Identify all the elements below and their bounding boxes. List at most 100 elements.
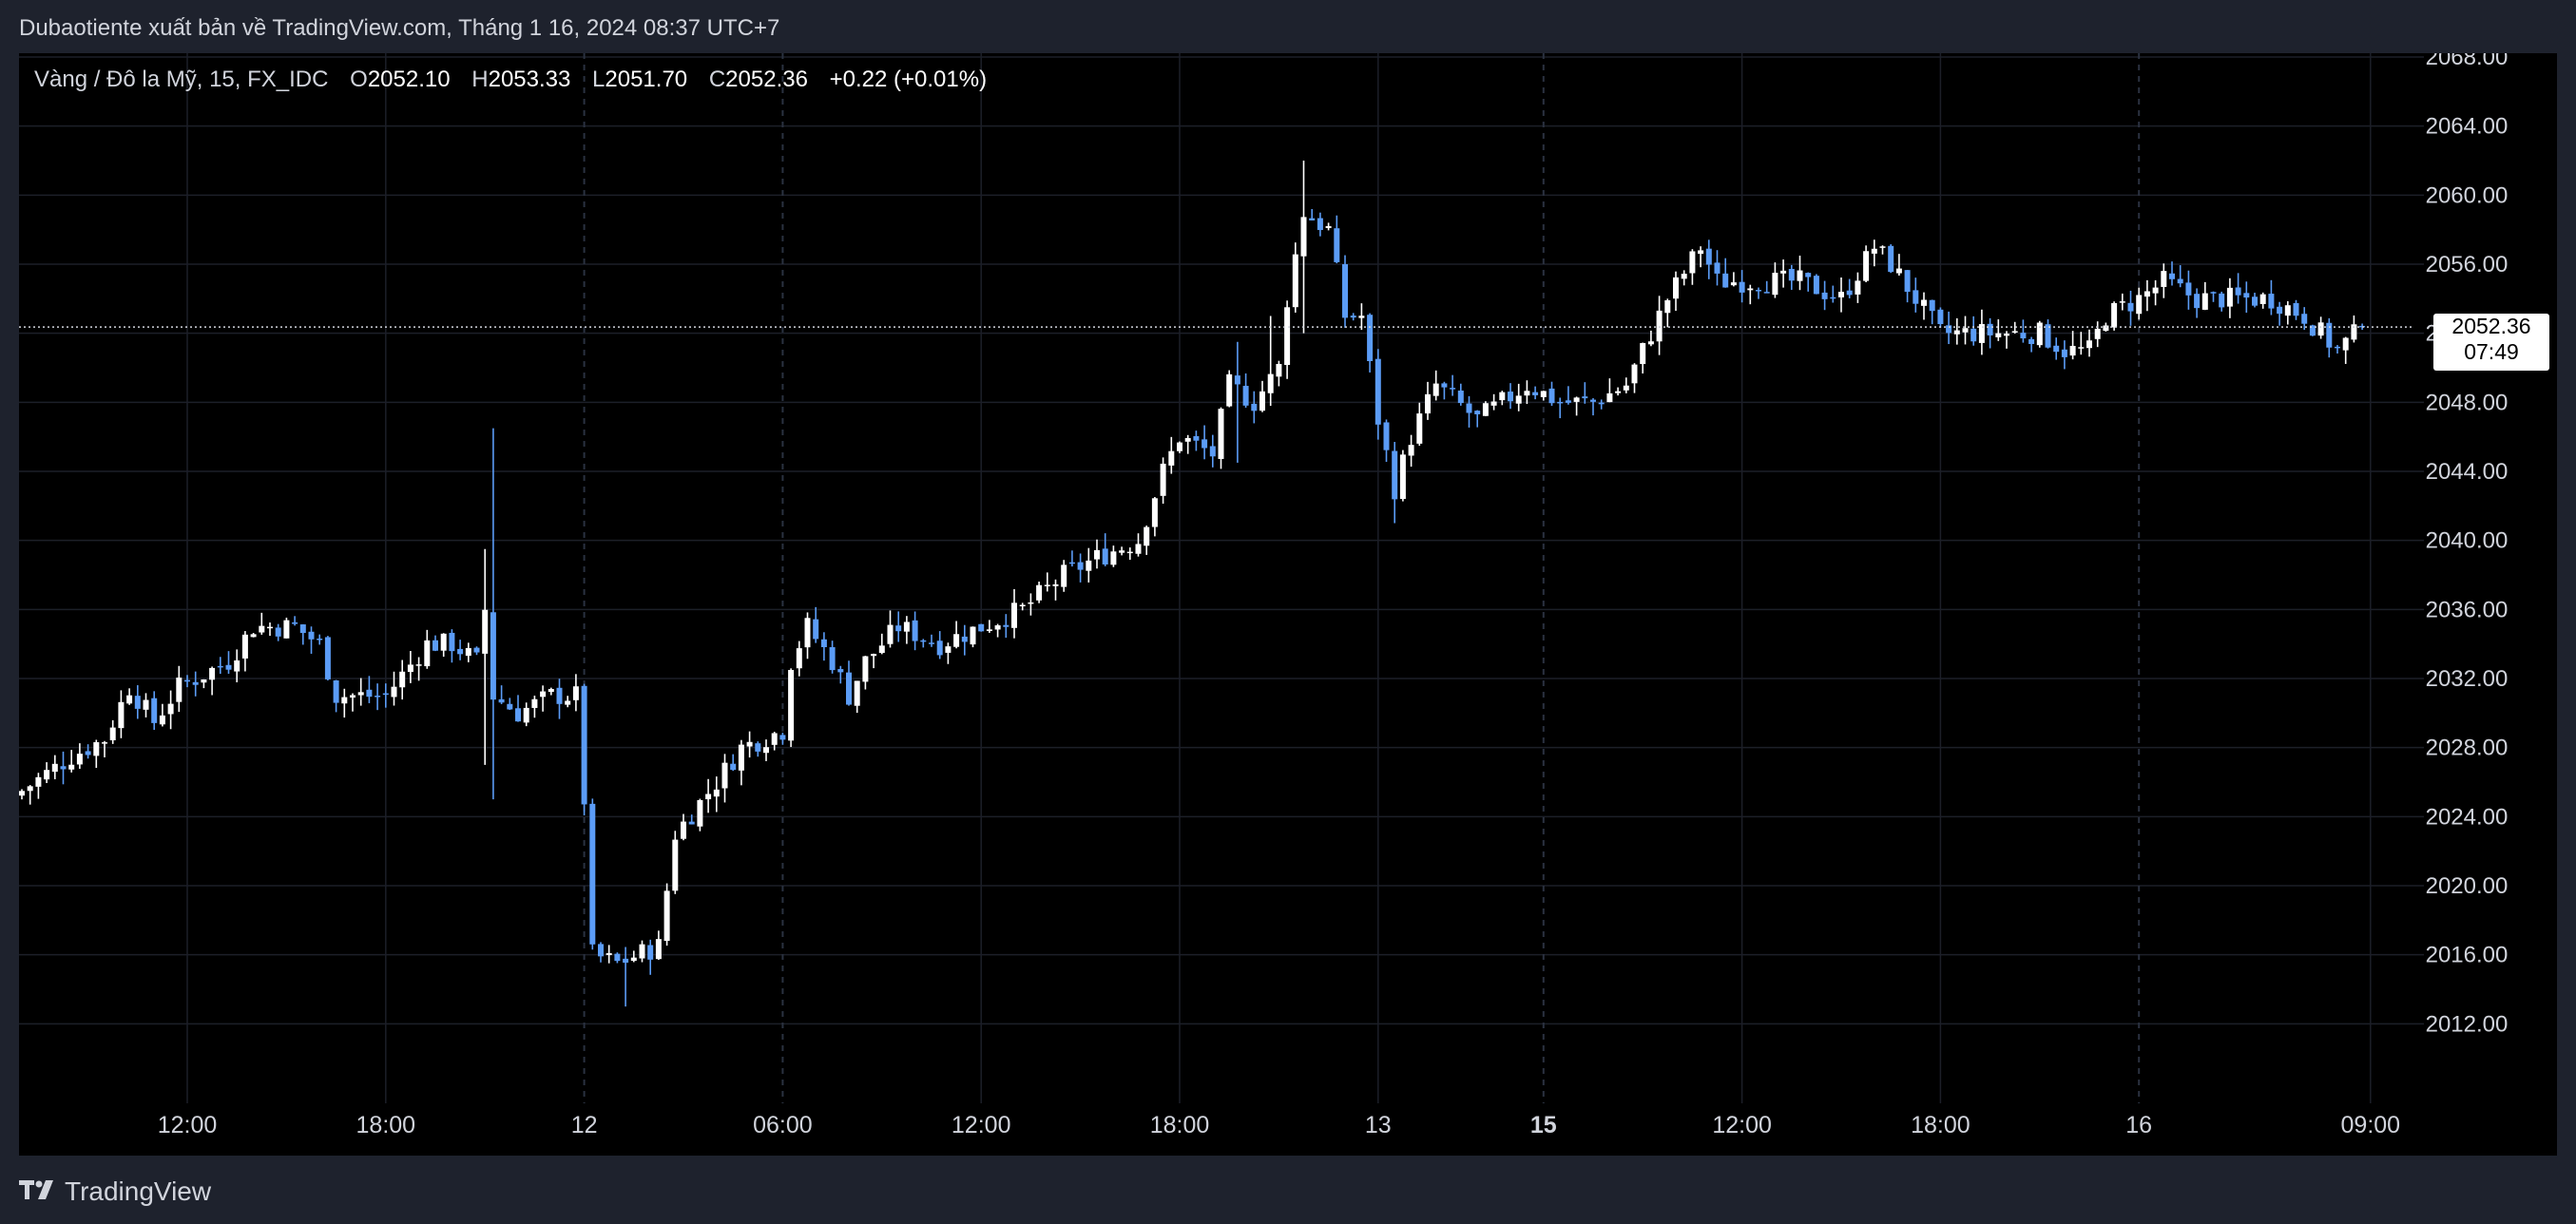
x-tick-label: 12:00 xyxy=(1712,1112,1772,1138)
x-tick-label: 15 xyxy=(1530,1112,1557,1138)
candle-body xyxy=(1399,454,1406,500)
candle-body xyxy=(1888,245,1894,273)
candle-body xyxy=(2119,301,2125,303)
candle-body xyxy=(2235,287,2241,296)
candle-body xyxy=(60,766,67,770)
candle-body xyxy=(1995,333,2002,337)
candle-body xyxy=(697,799,703,827)
candle-body xyxy=(225,664,232,670)
candle-body xyxy=(1846,290,1853,296)
candle-body xyxy=(623,958,629,964)
candle-body xyxy=(333,679,339,703)
candle-body xyxy=(1135,544,1142,554)
candle-body xyxy=(1763,292,1770,294)
tradingview-brand[interactable]: TradingView xyxy=(19,1176,211,1207)
x-tick-label: 18:00 xyxy=(1911,1112,1970,1138)
y-axis[interactable]: 2068.002064.002060.002056.002052.002048.… xyxy=(2426,53,2509,1037)
candle-body xyxy=(1416,413,1423,444)
current-price-badge: 2052.36 07:49 xyxy=(2433,314,2549,371)
candle-body xyxy=(1251,403,1258,411)
candle-body xyxy=(614,953,621,962)
candle-body xyxy=(2277,306,2283,315)
candle-body xyxy=(730,763,737,771)
x-tick-label: 12:00 xyxy=(952,1112,1011,1138)
candle-body xyxy=(375,696,381,698)
candle-body xyxy=(1350,316,1356,318)
candle-body xyxy=(1383,422,1390,450)
candle-body xyxy=(1904,270,1911,293)
candle-body xyxy=(829,647,836,671)
brand-name: TradingView xyxy=(65,1176,212,1206)
candle-body xyxy=(415,664,422,666)
candle-body xyxy=(1606,392,1613,403)
candle-body xyxy=(299,624,306,634)
candle-body xyxy=(1193,435,1200,441)
candle-body xyxy=(2293,302,2299,316)
candle-body xyxy=(1267,373,1274,393)
candle-body xyxy=(1284,307,1291,366)
candle-body xyxy=(192,681,199,685)
candle-body xyxy=(994,625,1001,630)
candle-body xyxy=(788,669,795,741)
candle-body xyxy=(1184,437,1191,442)
candle-body xyxy=(961,636,968,642)
candle-body xyxy=(209,667,216,680)
chart-area[interactable]: Vàng / Đô la Mỹ, 15, FX_IDC O2052.10 H20… xyxy=(19,53,2557,1156)
candle-body xyxy=(1209,446,1216,457)
y-tick-label: 2016.00 xyxy=(2426,943,2509,968)
candle-body xyxy=(523,707,529,723)
candle-body xyxy=(606,953,612,956)
candle-body xyxy=(878,645,885,653)
candle-body xyxy=(2309,325,2316,336)
candlestick-chart[interactable]: 2068.002064.002060.002056.002052.002048.… xyxy=(19,53,2557,1156)
candle-body xyxy=(1970,328,1977,342)
candle-body xyxy=(1524,391,1530,396)
x-tick-label: 16 xyxy=(2125,1112,2152,1138)
candle-body xyxy=(2136,295,2143,315)
candle-body xyxy=(871,654,877,657)
candle-body xyxy=(1325,225,1332,229)
candle-body xyxy=(2185,282,2192,296)
candle-body xyxy=(630,957,637,962)
candle-body xyxy=(143,699,149,710)
candle-body xyxy=(1722,273,1729,288)
candle-body xyxy=(1987,323,1993,335)
candle-body xyxy=(1201,439,1208,449)
y-tick-label: 2020.00 xyxy=(2426,873,2509,899)
candle-body xyxy=(1375,358,1381,425)
candle-body xyxy=(1573,397,1580,402)
candle-body xyxy=(324,637,331,679)
candle-body xyxy=(27,786,33,792)
candle-body xyxy=(1921,299,1927,306)
symbol-label: Vàng / Đô la Mỹ, 15, FX_IDC xyxy=(34,67,329,92)
tradingview-logo-icon xyxy=(19,1179,57,1205)
candle-body xyxy=(391,686,397,698)
y-tick-label: 2068.00 xyxy=(2426,53,2509,70)
candle-body xyxy=(1086,560,1092,571)
candle-body xyxy=(1747,288,1754,291)
candle-body xyxy=(862,656,869,682)
candle-body xyxy=(2011,331,2018,333)
candle-body xyxy=(1962,328,1969,333)
candle-body xyxy=(1061,564,1067,587)
current-price-value: 2052.36 xyxy=(2451,314,2531,338)
open-value: 2052.10 xyxy=(367,67,451,92)
candle-body xyxy=(1813,276,1819,295)
candle-body xyxy=(102,742,107,744)
candle-body xyxy=(1548,388,1555,404)
candle-body xyxy=(2069,345,2076,356)
candle-body xyxy=(283,620,290,639)
candle-body xyxy=(655,939,662,960)
candle-body xyxy=(1582,396,1588,399)
candle-body xyxy=(945,646,952,653)
candle-body xyxy=(746,741,753,747)
y-tick-label: 2028.00 xyxy=(2426,736,2509,761)
footer: TradingView xyxy=(0,1156,2576,1224)
candle-body xyxy=(846,672,852,705)
candle-body xyxy=(201,679,207,683)
candle-body xyxy=(920,640,927,642)
x-tick-label: 09:00 xyxy=(2341,1112,2401,1138)
candle-body xyxy=(1797,270,1803,281)
y-tick-label: 2060.00 xyxy=(2426,182,2509,208)
x-axis[interactable]: 12:00 18:00 12 06:00 12:00 18:00 13 15 12:00 18:0… xyxy=(158,1112,2400,1138)
